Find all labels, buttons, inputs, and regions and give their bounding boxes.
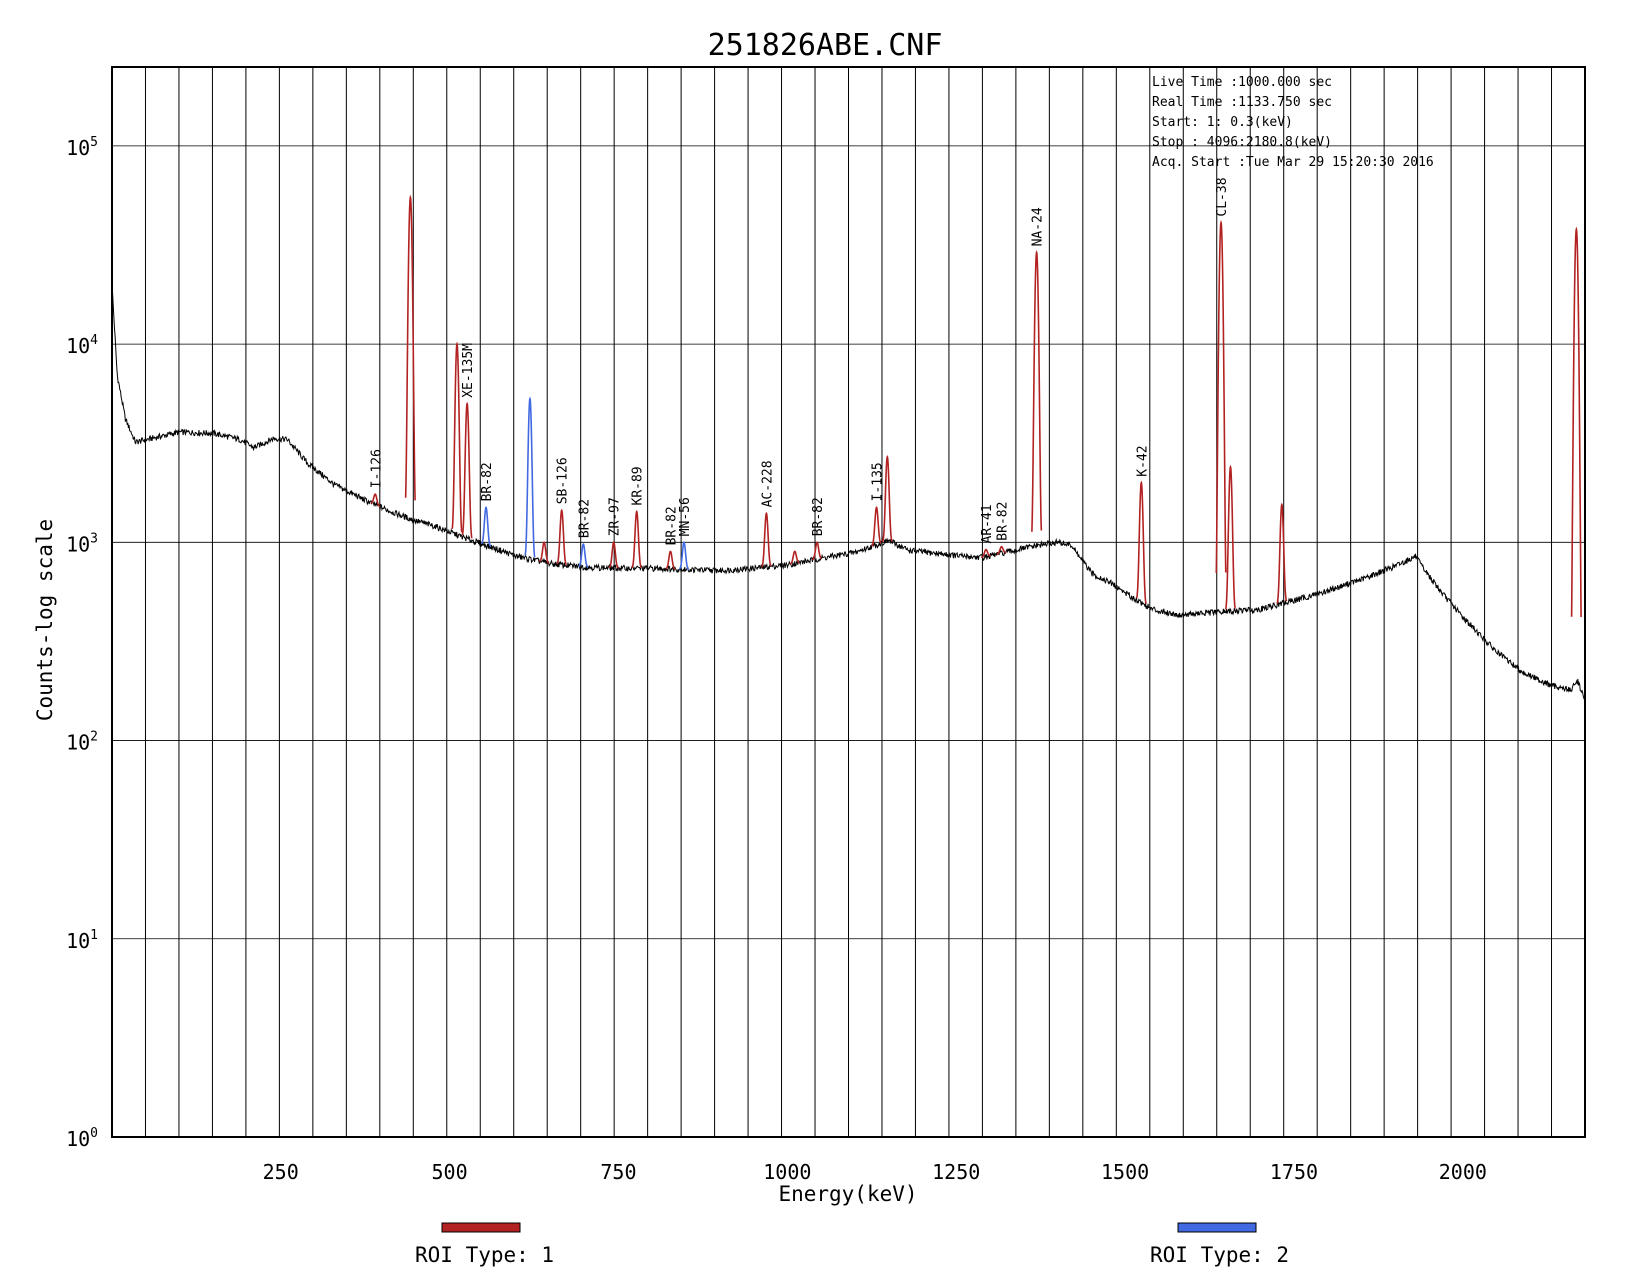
peak-mark xyxy=(370,493,381,508)
y-tick-label: 102 xyxy=(66,730,98,755)
x-tick-label: 1500 xyxy=(1101,1160,1149,1184)
peak-mark xyxy=(678,541,690,571)
peak-mark xyxy=(761,511,772,568)
x-tick-labels: 250 500 750 1000 1250 1500 1750 2000 xyxy=(263,1160,1487,1184)
peak-labels: I-126 XE-135M BR-82 SB-126 BR-82 ZR-97 KR-89 BR… xyxy=(369,177,1230,545)
info-line: Acq. Start :Tue Mar 29 15:20:30 2016 xyxy=(1152,155,1434,170)
legend-label: ROI Type: 2 xyxy=(1150,1243,1289,1267)
peak-mark xyxy=(996,545,1007,556)
info-line: Real Time :1133.750 sec xyxy=(1152,95,1332,110)
peak-label: NA-24 xyxy=(1031,207,1046,246)
x-tick-label: 1750 xyxy=(1270,1160,1318,1184)
info-line: Start: 1: 0.3(keV) xyxy=(1152,115,1293,130)
peak-mark xyxy=(1031,249,1043,532)
acquisition-info: Live Time :1000.000 sec Real Time :1133.7… xyxy=(1152,75,1434,170)
peak-mark xyxy=(481,506,492,548)
x-tick-label: 750 xyxy=(600,1160,636,1184)
y-tick-labels: 100 101 102 103 104 105 xyxy=(66,135,98,1151)
peak-label: I-126 xyxy=(369,449,384,488)
legend-swatch xyxy=(441,1222,521,1233)
peak-label: BR-82 xyxy=(480,462,495,501)
y-tick-label: 100 xyxy=(66,1126,98,1151)
legend-label: ROI Type: 1 xyxy=(415,1243,554,1267)
x-tick-label: 2000 xyxy=(1439,1160,1487,1184)
peak-mark xyxy=(451,341,463,533)
peak-mark xyxy=(665,550,676,570)
peak-mark xyxy=(1276,502,1288,604)
peak-mark xyxy=(811,541,822,561)
x-tick-label: 250 xyxy=(263,1160,299,1184)
peak-mark xyxy=(871,506,882,547)
y-tick-label: 105 xyxy=(66,135,98,160)
peak-mark xyxy=(539,541,550,564)
y-tick-label: 104 xyxy=(66,333,98,358)
chart-title: 251826ABE.CNF xyxy=(708,28,943,63)
peak-mark xyxy=(631,510,643,569)
x-tick-label: 1000 xyxy=(763,1160,811,1184)
peak-label: MN-56 xyxy=(678,497,693,536)
peak-mark xyxy=(461,401,473,539)
peak-mark xyxy=(578,543,589,568)
peak-mark xyxy=(1224,464,1236,610)
legend-swatch xyxy=(1177,1222,1257,1233)
peak-label: BR-82 xyxy=(665,506,680,545)
spectrum-continuum xyxy=(111,286,1585,700)
peak-label: KR-89 xyxy=(631,466,646,505)
peak-label: SB-126 xyxy=(556,457,571,504)
peak-label: I-135 xyxy=(871,462,886,501)
peak-mark xyxy=(981,548,991,558)
peak-label: BR-82 xyxy=(996,502,1011,541)
x-axis-label: Energy(keV) xyxy=(778,1182,917,1206)
peak-mark xyxy=(881,454,893,543)
peak-label: XE-135M xyxy=(461,343,476,398)
y-tick-label: 103 xyxy=(66,531,98,556)
spectrum-line xyxy=(111,286,1585,700)
peak-label: BR-82 xyxy=(577,499,592,538)
plot-frame xyxy=(111,66,1586,1138)
peak-mark xyxy=(404,194,416,501)
legend: ROI Type: 1 ROI Type: 2 xyxy=(415,1222,1289,1267)
peak-label: AR-41 xyxy=(980,504,995,543)
peak-mark xyxy=(1215,219,1227,573)
y-axis-label: Counts-log scale xyxy=(33,519,57,721)
x-tick-label: 500 xyxy=(432,1160,468,1184)
peak-label: BR-82 xyxy=(811,497,826,536)
peak-label: K-42 xyxy=(1135,445,1150,476)
peak-mark xyxy=(556,508,568,566)
info-line: Live Time :1000.000 sec xyxy=(1152,75,1332,90)
peak-mark xyxy=(1135,480,1147,604)
peak-mark xyxy=(1570,226,1582,618)
peak-label: ZR-97 xyxy=(608,497,623,536)
peak-label: AC-228 xyxy=(760,460,775,507)
info-line: Stop : 4096:2180.8(keV) xyxy=(1152,135,1332,150)
grid xyxy=(112,67,1585,1137)
peak-label: CL-38 xyxy=(1215,177,1230,216)
y-tick-label: 101 xyxy=(66,928,98,953)
peak-mark xyxy=(524,396,536,558)
roi-peaks xyxy=(370,194,1582,618)
x-tick-label: 1250 xyxy=(932,1160,980,1184)
peak-mark xyxy=(608,541,619,569)
peak-mark xyxy=(789,550,800,565)
